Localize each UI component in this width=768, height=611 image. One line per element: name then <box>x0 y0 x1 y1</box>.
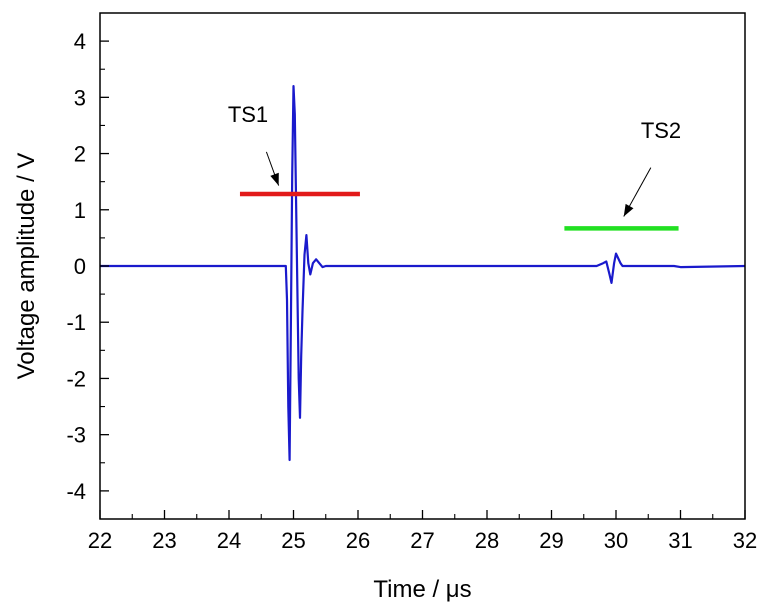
arrowhead-icon <box>623 203 634 217</box>
y-tick-label: -3 <box>66 423 86 448</box>
x-tick-label: 24 <box>217 528 241 553</box>
x-tick-label: 30 <box>604 528 628 553</box>
y-tick-label: -4 <box>66 479 86 504</box>
y-axis-title: Voltage amplitude / V <box>13 153 40 380</box>
x-tick-label: 31 <box>668 528 692 553</box>
y-tick-label: 4 <box>74 29 86 54</box>
y-tick-label: 3 <box>74 85 86 110</box>
series-line <box>100 84 746 462</box>
x-tick-label: 28 <box>475 528 499 553</box>
x-tick-label: 23 <box>152 528 176 553</box>
x-tick-label: 32 <box>733 528 757 553</box>
plot-content: TS1 TS2 <box>100 84 746 462</box>
x-tick-label: 22 <box>88 528 112 553</box>
y-tick-label: 0 <box>74 254 86 279</box>
x-tick-label: 25 <box>281 528 305 553</box>
x-tick-label: 29 <box>539 528 563 553</box>
annotation-ts1: TS1 <box>228 102 360 197</box>
annotation-label: TS1 <box>228 102 268 127</box>
x-axis-title: Time / μs <box>373 576 471 603</box>
annotation-ts2: TS2 <box>564 118 681 231</box>
x-tick-label: 27 <box>410 528 434 553</box>
y-tick-label: -1 <box>66 310 86 335</box>
annotation-label: TS2 <box>641 118 681 143</box>
arrowhead-icon <box>270 172 279 186</box>
y-tick-label: 2 <box>74 142 86 167</box>
y-tick-label: -2 <box>66 366 86 391</box>
y-axis: -4 -3 -2 -1 0 1 2 3 4 <box>66 29 109 504</box>
x-tick-label: 26 <box>346 528 370 553</box>
x-axis: 22 23 24 25 26 27 28 29 30 31 32 <box>88 510 757 553</box>
y-tick-label: 1 <box>74 198 86 223</box>
